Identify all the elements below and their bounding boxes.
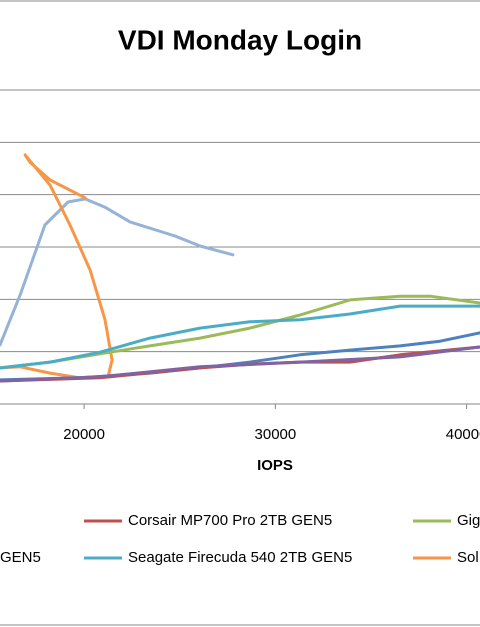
legend-label: Gig bbox=[457, 512, 480, 529]
x-tick-label: 30000 bbox=[255, 426, 297, 443]
series-line bbox=[0, 345, 480, 383]
legend-label: GEN5 bbox=[0, 549, 41, 566]
legend-label: Corsair MP700 Pro 2TB GEN5 bbox=[128, 512, 332, 529]
x-axis-label: IOPS bbox=[257, 457, 293, 474]
series-line bbox=[0, 197, 235, 347]
legend-label: Seagate Firecuda 540 2TB GEN5 bbox=[128, 549, 352, 566]
series-line bbox=[0, 304, 480, 370]
legend-label: Sol bbox=[457, 549, 479, 566]
x-tick-label: 40000 bbox=[446, 426, 480, 443]
series-line bbox=[0, 153, 114, 380]
chart-title: VDI Monday Login bbox=[118, 24, 362, 55]
x-tick-label: 20000 bbox=[63, 426, 105, 443]
